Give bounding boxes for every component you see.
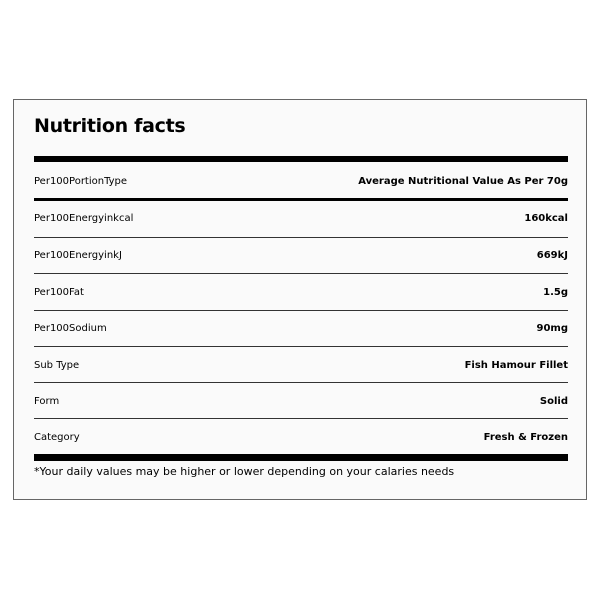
table-row: Per100EnergyinkJ 669kJ bbox=[34, 237, 568, 273]
divider-thick bbox=[34, 454, 568, 461]
table-row: Per100Sodium 90mg bbox=[34, 310, 568, 346]
table-row: Per100Fat 1.5g bbox=[34, 274, 568, 310]
row-label: Per100PortionType bbox=[34, 175, 128, 187]
row-value: 160kcal bbox=[524, 212, 568, 224]
row-value: 669kJ bbox=[536, 249, 568, 261]
table-row: Category Fresh & Frozen bbox=[34, 419, 568, 455]
row-value: Fish Hamour Fillet bbox=[464, 359, 568, 371]
row-value: Average Nutritional Value As Per 70g bbox=[358, 175, 568, 187]
divider bbox=[34, 418, 568, 419]
panel-title: Nutrition facts bbox=[34, 115, 186, 137]
table-row: Form Solid bbox=[34, 383, 568, 419]
nutrition-facts-panel: Nutrition facts Per100PortionType Average… bbox=[13, 99, 587, 500]
divider bbox=[34, 310, 568, 311]
row-label: Sub Type bbox=[34, 359, 80, 371]
divider bbox=[34, 237, 568, 238]
table-row: Per100Energyinkcal 160kcal bbox=[34, 200, 568, 236]
table-row: Per100PortionType Average Nutritional Val… bbox=[34, 163, 568, 199]
row-label: Per100Sodium bbox=[34, 322, 107, 334]
divider-thick bbox=[34, 156, 568, 162]
row-value: Fresh & Frozen bbox=[483, 431, 568, 443]
row-label: Per100Fat bbox=[34, 286, 84, 298]
row-label: Per100EnergyinkJ bbox=[34, 249, 122, 261]
footnote: *Your daily values may be higher or lowe… bbox=[34, 465, 455, 478]
divider bbox=[34, 273, 568, 274]
row-label: Form bbox=[34, 395, 60, 407]
divider bbox=[34, 346, 568, 347]
table-row: Sub Type Fish Hamour Fillet bbox=[34, 347, 568, 383]
divider bbox=[34, 382, 568, 383]
row-value: 1.5g bbox=[543, 286, 568, 298]
row-label: Per100Energyinkcal bbox=[34, 212, 134, 224]
row-label: Category bbox=[34, 431, 80, 443]
row-value: 90mg bbox=[536, 322, 569, 334]
divider-medium bbox=[34, 198, 568, 201]
row-value: Solid bbox=[539, 395, 568, 407]
